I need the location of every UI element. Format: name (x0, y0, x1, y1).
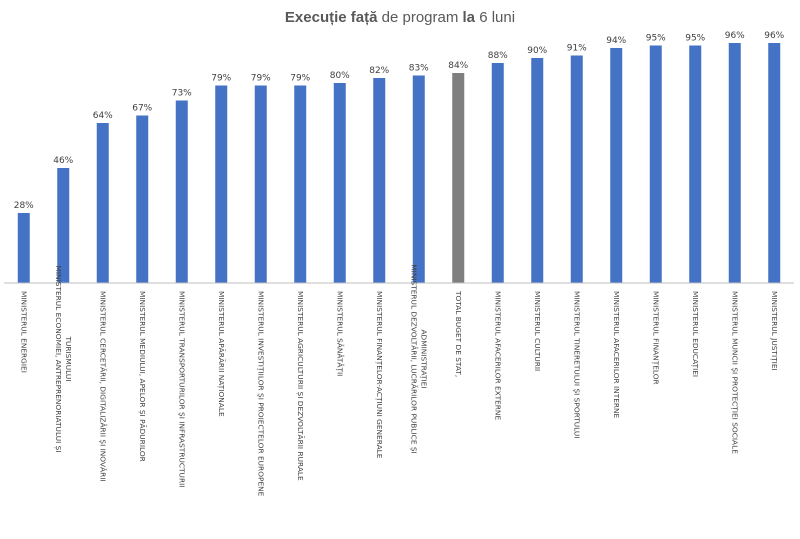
category-label: MINISTERUL MEDIULUI, APELOR ȘI PĂDURILOR (138, 291, 147, 462)
bar (175, 100, 188, 283)
bar (570, 55, 583, 283)
chart-title-part: de program (377, 9, 462, 26)
bars-group (17, 43, 781, 283)
data-label: 80% (330, 71, 350, 81)
category-label: MINISTERUL EDUCAȚIEI (690, 291, 700, 377)
data-label: 46% (53, 156, 73, 166)
chart-title: Execuție față de program la 6 luni (285, 9, 515, 26)
data-label: 90% (527, 46, 547, 56)
category-label-line: TOTAL BUGET DE STAT, (454, 290, 463, 377)
category-label-line: MINISTERUL SĂNĂTĂȚII (334, 291, 344, 376)
category-label-line: MINISTERUL APĂRĂRII NAȚIONALE (216, 291, 226, 417)
data-label: 79% (251, 74, 271, 84)
data-label: 96% (725, 31, 745, 41)
data-label: 84% (448, 61, 468, 71)
data-label: 94% (606, 36, 626, 46)
chart-title-part: la (463, 9, 476, 26)
bar (412, 75, 425, 283)
category-label: MINISTERUL APĂRĂRII NAȚIONALE (216, 291, 226, 417)
category-label: MINISTERUL MUNCII ȘI PROTECȚIEI SOCIALE (729, 291, 739, 454)
category-label-line: ADMINISTRAȚIEI (418, 329, 428, 388)
data-label: 28% (14, 201, 34, 211)
bar (610, 48, 623, 283)
bar (768, 43, 781, 283)
category-label: MINISTERUL FINANȚELOR (650, 291, 660, 385)
category-label: MINISTERUL AGRICULTURII ȘI DEZVOLTĂRII R… (296, 291, 305, 481)
data-label: 79% (211, 74, 231, 84)
bar (57, 168, 70, 283)
bar (294, 85, 307, 283)
category-label-line: MINISTERUL ECONOMIEI, ANTREPRENORIATULUI… (54, 265, 63, 452)
bar (215, 85, 228, 283)
data-label: 67% (132, 104, 152, 114)
data-label: 82% (369, 66, 389, 76)
bar (728, 43, 741, 283)
chart-title-part: 6 luni (475, 9, 515, 26)
bar (373, 78, 386, 283)
category-label-line: MINISTERUL MEDIULUI, APELOR ȘI PĂDURILOR (138, 291, 147, 462)
bar (136, 115, 149, 283)
category-label: MINISTERUL CULTURII (533, 291, 542, 371)
category-label-line: MINISTERUL JUSTIȚIEI (769, 291, 779, 371)
category-label-line: MINISTERUL AFACERILOR EXTERNE (493, 291, 502, 420)
category-label-line: MINISTERUL ENERGIEI (19, 291, 28, 373)
category-label-line: MINISTERUL DEZVOLTĂRII, LUCRĂRILOR PUBLI… (409, 264, 418, 453)
category-label-line: MINISTERUL TINERETULUI ȘI SPORTULUI (572, 291, 581, 439)
data-label: 91% (567, 44, 587, 54)
category-label: MINISTERUL JUSTIȚIEI (769, 291, 779, 371)
category-label-line: MINISTERUL MUNCII ȘI PROTECȚIEI SOCIALE (729, 291, 739, 454)
category-label: MINISTERUL SĂNĂTĂȚII (334, 291, 344, 376)
category-label: MINISTERUL FINANȚELOR-ACȚIUNI GENERALE (374, 291, 384, 459)
category-label-line: MINISTERUL EDUCAȚIEI (690, 291, 700, 377)
bar (96, 123, 109, 283)
data-label: 95% (685, 34, 705, 44)
data-label: 83% (409, 64, 429, 74)
bar (17, 213, 30, 283)
category-label: TOTAL BUGET DE STAT, (454, 290, 463, 377)
bar (689, 45, 702, 283)
category-label: MINISTERUL ECONOMIEI, ANTREPRENORIATULUI… (54, 265, 73, 452)
category-labels-group: MINISTERUL ENERGIEI MINISTERUL ECONOMIEI,… (19, 264, 779, 496)
category-label-line: MINISTERUL AFACERILOR INTERNE (612, 291, 621, 419)
category-label-line: MINISTERUL FINANȚELOR-ACȚIUNI GENERALE (374, 291, 384, 459)
category-label: MINISTERUL AFACERILOR EXTERNE (493, 291, 502, 420)
data-label: 79% (290, 74, 310, 84)
category-label-line: MINISTERUL FINANȚELOR (650, 291, 660, 385)
category-label: MINISTERUL INVESTIȚIILOR ȘI PROIECTELOR … (255, 291, 265, 497)
data-label: 64% (93, 111, 113, 121)
category-label-line: MINISTERUL CULTURII (533, 291, 542, 371)
chart-title-part: Execuție față (285, 9, 378, 26)
category-label: MINISTERUL AFACERILOR INTERNE (612, 291, 621, 419)
bar (531, 58, 544, 283)
category-label: MINISTERUL CERCETĂRII, DIGITALIZĂRII ȘI … (98, 291, 107, 482)
category-label-line: MINISTERUL CERCETĂRII, DIGITALIZĂRII ȘI … (98, 291, 107, 482)
bar (649, 45, 662, 283)
category-label-line: MINISTERUL AGRICULTURII ȘI DEZVOLTĂRII R… (296, 291, 305, 481)
category-label: MINISTERUL DEZVOLTĂRII, LUCRĂRILOR PUBLI… (409, 264, 428, 453)
category-label: MINISTERUL TRANSPORTURILOR ȘI INFRASTRUC… (177, 291, 186, 487)
category-label-line: TURISMULUI (64, 335, 73, 381)
data-label: 96% (764, 31, 784, 41)
category-label: MINISTERUL TINERETULUI ȘI SPORTULUI (572, 291, 581, 439)
bar-total (452, 73, 465, 283)
bar (491, 63, 504, 283)
data-label: 73% (172, 89, 192, 99)
data-label: 95% (646, 34, 666, 44)
bar (333, 83, 346, 283)
category-label: MINISTERUL ENERGIEI (19, 291, 28, 373)
category-label-line: MINISTERUL TRANSPORTURILOR ȘI INFRASTRUC… (177, 291, 186, 487)
bar (254, 85, 267, 283)
data-label: 88% (488, 51, 508, 61)
category-label-line: MINISTERUL INVESTIȚIILOR ȘI PROIECTELOR … (255, 291, 265, 497)
data-labels-group: 28% 46% 64% 67% 73% 79% 79% 79% 80% 82% 83% 84% 88% 9… (14, 31, 785, 211)
